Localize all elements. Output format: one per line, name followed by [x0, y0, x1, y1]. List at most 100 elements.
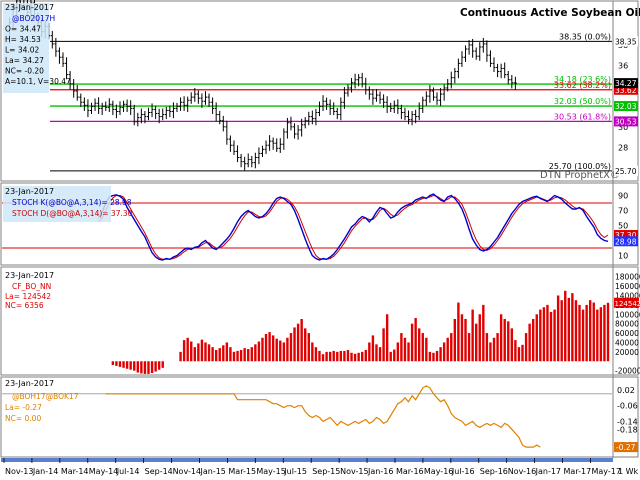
fib-tag-bg — [614, 101, 638, 112]
cot-bar — [385, 314, 389, 362]
fib-label: 30.53 (61.8%) — [554, 112, 611, 121]
cot-bar — [293, 327, 296, 362]
spread-tag: -0.27 — [616, 443, 636, 452]
cot-bar — [271, 335, 275, 362]
cot-bar — [339, 350, 343, 362]
cot-bar — [442, 342, 446, 362]
cot-bar — [428, 351, 432, 362]
time-label: Jan-17 — [535, 467, 561, 476]
cot-bar — [311, 342, 314, 362]
price-date-label: 23-Jan-2017 — [5, 3, 54, 12]
cot-bar — [517, 347, 521, 362]
last-price-tag-bg — [614, 78, 638, 89]
stoch-tick-label: 90 — [618, 192, 628, 201]
price-info-line: @BO2017H — [12, 14, 55, 23]
cot-bar — [485, 333, 489, 362]
cot-bar — [546, 304, 549, 362]
cot-bar — [521, 344, 524, 362]
cot-panel-frame — [0, 266, 639, 376]
cot-bar — [560, 300, 563, 362]
cot-bar — [361, 351, 364, 362]
fib-tag: 25.70 — [615, 167, 637, 176]
cot-tick-label: 80000 — [615, 320, 639, 329]
cot-bar — [396, 342, 400, 362]
cot-bar — [343, 350, 346, 362]
stoch-info-bg — [3, 186, 111, 222]
cot-bar — [599, 307, 603, 362]
cot-bar — [279, 340, 282, 362]
cot-bar — [371, 335, 375, 362]
fib-tag: 30.53 — [615, 117, 637, 126]
stochastic-panel: 1030507090 23-Jan-2017 STOCH K(@BO@A,3,1… — [2, 186, 638, 261]
cot-bar — [268, 332, 271, 362]
cot-bar — [318, 350, 321, 362]
cot-bar — [118, 361, 122, 367]
cot-bar — [489, 342, 492, 362]
stoch-d-tag: 37.30 — [615, 231, 637, 240]
cot-tick-label: 180000 — [615, 273, 640, 282]
time-label: Sep-16 — [480, 467, 508, 476]
time-label: Mar-14 — [61, 467, 89, 476]
cot-bar — [492, 337, 496, 362]
price-tick-label: 30 — [618, 123, 628, 132]
cot-bar — [289, 333, 293, 362]
last-price-tag: 34.27 — [615, 79, 637, 88]
info-box-bg — [3, 3, 49, 93]
cot-bar — [471, 309, 474, 362]
time-unit-label: 1 Wk — [618, 467, 639, 476]
cot-bar — [407, 342, 410, 362]
time-label: Nov-16 — [508, 467, 536, 476]
cot-bar — [307, 333, 310, 362]
stoch-d-tag-bg — [614, 230, 638, 241]
time-label: Mar-15 — [228, 467, 256, 476]
cot-bar — [261, 337, 264, 362]
cot-tick-label: 140000 — [615, 291, 640, 300]
cot-bar — [603, 304, 606, 362]
stoch-k-legend: STOCH K(@BO@A,3,14)= 28.98 — [12, 198, 132, 207]
cot-bar — [182, 340, 186, 362]
fib-tag: 32.03 — [615, 102, 637, 111]
stoch-k-tag-bg — [614, 236, 638, 247]
cot-bar — [147, 361, 150, 374]
cot-bar — [553, 309, 556, 362]
fib-label: 38.35 (0.0%) — [559, 32, 611, 41]
cot-bar — [453, 318, 457, 362]
cot-series-name: CF_BO_NN — [12, 282, 51, 291]
cot-bar — [350, 352, 353, 362]
price-tick-label: 36 — [618, 61, 628, 70]
cot-bar — [528, 323, 531, 362]
cot-bar — [574, 300, 578, 362]
cot-bar — [364, 349, 367, 362]
spread-date-label: 23-Jan-2017 — [5, 379, 54, 388]
cot-bar — [325, 351, 328, 362]
cot-bar — [239, 349, 243, 362]
cot-bar — [581, 309, 585, 362]
fib-retracement-lines: 38.35 (0.0%) 34.18 (23.6%)33.62 (38.2%) 32… — [50, 32, 612, 172]
cot-bar — [218, 348, 221, 362]
fib-label: 34.18 (23.6%) — [554, 75, 611, 84]
cot-bar — [332, 350, 335, 362]
stoch-tick-label: 70 — [618, 207, 628, 216]
cot-tick-label: 60000 — [615, 329, 639, 338]
spread-tick-label: -0.14 — [617, 417, 638, 426]
fib-tag-bg — [614, 84, 638, 95]
time-label: Jan-14 — [32, 467, 58, 476]
cot-bar — [161, 361, 164, 368]
cot-bar — [193, 347, 196, 362]
cot-bar — [499, 314, 503, 362]
cot-bar — [378, 347, 382, 362]
spread-tick-label: -0.06 — [617, 402, 638, 411]
cot-bar — [133, 361, 136, 371]
price-info-line: L= 34.02 — [5, 46, 40, 55]
fib-label: 25.70 (100.0%) — [549, 162, 611, 171]
spread-series-line — [105, 385, 541, 448]
cot-bar — [460, 314, 464, 362]
stoch-lines — [97, 193, 609, 261]
cot-bar — [496, 333, 499, 362]
cot-bar — [503, 318, 506, 362]
spread-tick-label: 0.02 — [617, 386, 635, 395]
cot-bar — [446, 337, 449, 362]
